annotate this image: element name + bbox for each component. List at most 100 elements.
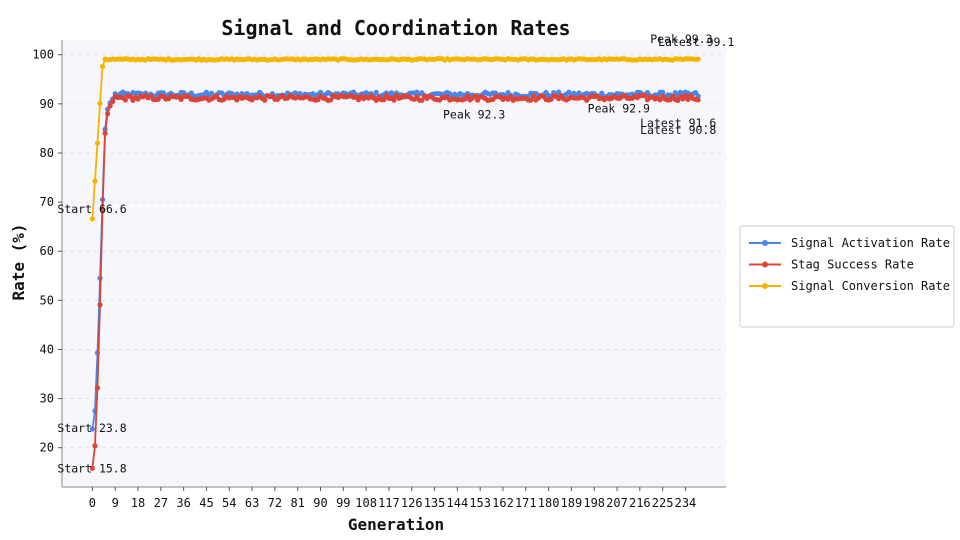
grid xyxy=(62,54,726,449)
data-point xyxy=(675,97,681,103)
y-tick-label: 30 xyxy=(40,392,54,406)
legend-swatch-marker xyxy=(762,283,768,289)
axes xyxy=(61,40,726,488)
x-tick-label: 99 xyxy=(336,496,350,510)
data-point xyxy=(391,97,397,103)
annotation-label: Start 23.8 xyxy=(57,421,126,435)
series-1 xyxy=(89,92,701,471)
data-point xyxy=(419,97,425,103)
data-point xyxy=(642,93,648,99)
x-tick-label: 207 xyxy=(606,496,628,510)
x-tick-label: 81 xyxy=(290,496,304,510)
legend: Signal Activation Rate Stag Success Rate S… xyxy=(739,225,955,328)
x-tick-label: 189 xyxy=(561,496,583,510)
x-tick-label: 144 xyxy=(447,496,469,510)
data-point xyxy=(94,385,101,391)
y-tick-label: 100 xyxy=(32,48,54,62)
x-tick-label: 54 xyxy=(222,496,236,510)
data-point xyxy=(107,103,113,109)
data-point xyxy=(92,178,98,184)
annotation-label: Peak 99.3 xyxy=(650,32,712,46)
annotation-label: Latest 99.1 xyxy=(658,35,734,49)
x-tick-label: 216 xyxy=(629,496,651,510)
data-point xyxy=(685,96,691,102)
data-point xyxy=(97,302,103,308)
y-tick-label: 40 xyxy=(40,342,54,356)
data-point xyxy=(89,465,96,471)
x-tick-label: 225 xyxy=(652,496,674,510)
y-tick-label: 50 xyxy=(40,293,54,307)
x-tick-label: 117 xyxy=(378,496,400,510)
data-point xyxy=(122,97,128,103)
data-point xyxy=(89,216,96,222)
x-tick-label: 45 xyxy=(199,496,213,510)
data-point xyxy=(92,443,98,449)
x-tick-label: 72 xyxy=(268,496,282,510)
data-point xyxy=(464,93,471,99)
annotation-label: Latest 90.8 xyxy=(640,123,716,137)
data-point xyxy=(99,206,106,213)
data-point xyxy=(507,94,514,100)
x-tick-label: 162 xyxy=(492,496,514,510)
data-point xyxy=(599,90,605,96)
series xyxy=(89,56,701,471)
annotation-label: Start 66.6 xyxy=(57,202,126,216)
x-tick-label: 36 xyxy=(176,496,190,510)
data-point xyxy=(110,98,116,105)
y-axis-label: Rate (%) xyxy=(9,223,28,300)
legend-swatch-marker xyxy=(762,240,768,246)
legend-box xyxy=(739,225,955,328)
annotation-label: Peak 92.9 xyxy=(588,102,650,116)
x-tick-label: 18 xyxy=(131,496,145,510)
x-tick-label: 234 xyxy=(675,496,697,510)
data-point xyxy=(530,93,536,99)
data-point xyxy=(381,97,387,103)
data-point xyxy=(373,89,379,95)
x-axis-ticks: 0 9 18 27 36 45 54 63 72 81 90 99 108 117 126 135 144 153… xyxy=(89,487,696,510)
y-tick-label: 60 xyxy=(40,244,54,258)
data-point xyxy=(472,93,478,99)
data-point xyxy=(99,63,106,70)
x-tick-label: 0 xyxy=(89,496,96,510)
y-tick-label: 20 xyxy=(40,441,54,455)
legend-label: Signal Activation Rate xyxy=(791,236,950,250)
plot-area xyxy=(62,40,726,487)
annotation-label: Start 15.8 xyxy=(57,461,126,475)
x-tick-label: 90 xyxy=(313,496,327,510)
data-point xyxy=(102,130,108,136)
data-point xyxy=(695,97,701,103)
data-point xyxy=(94,140,101,146)
data-point xyxy=(528,97,534,103)
y-tick-label: 80 xyxy=(40,146,54,160)
annotation-label: Latest 91.6 xyxy=(640,116,716,130)
legend-label: Stag Success Rate xyxy=(791,258,914,272)
legend-label: Signal Conversion Rate xyxy=(791,279,950,293)
x-tick-label: 198 xyxy=(583,496,605,510)
x-tick-label: 153 xyxy=(469,496,491,510)
data-point xyxy=(105,111,111,117)
x-tick-label: 9 xyxy=(112,496,119,510)
x-axis-label: Generation xyxy=(348,515,444,534)
y-tick-label: 90 xyxy=(40,97,54,111)
y-axis-ticks: 20 30 40 50 60 70 80 90 100 xyxy=(32,48,62,455)
data-point xyxy=(695,56,701,62)
data-point xyxy=(97,100,103,106)
annotation-label: Peak 92.3 xyxy=(443,108,505,122)
series-2 xyxy=(89,56,701,222)
x-tick-label: 171 xyxy=(515,496,537,510)
x-tick-label: 63 xyxy=(245,496,259,510)
x-tick-label: 135 xyxy=(424,496,446,510)
legend-swatch-marker xyxy=(762,261,768,268)
data-point xyxy=(328,97,334,103)
chart-title: Signal and Coordination Rates xyxy=(221,16,570,40)
x-tick-label: 108 xyxy=(355,496,377,510)
x-tick-label: 27 xyxy=(154,496,168,510)
y-tick-label: 70 xyxy=(40,195,54,209)
x-tick-label: 126 xyxy=(401,496,423,510)
data-point xyxy=(660,89,666,95)
data-point xyxy=(89,426,96,432)
data-point xyxy=(262,97,268,103)
